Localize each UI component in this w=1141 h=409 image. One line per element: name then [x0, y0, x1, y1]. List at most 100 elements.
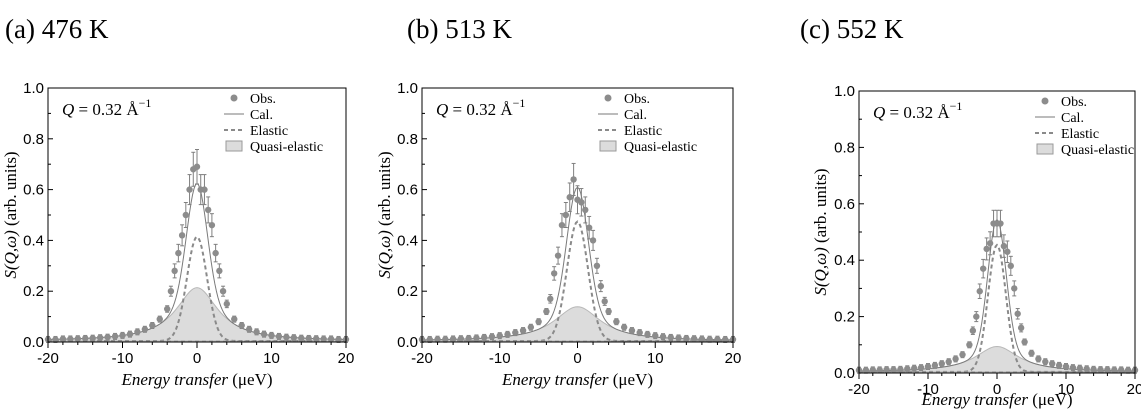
data-point: [945, 358, 952, 366]
x-tick-label: -20: [37, 350, 59, 367]
data-point: [582, 196, 589, 224]
data-point: [976, 283, 983, 299]
x-tick-label: -10: [489, 350, 511, 367]
data-point: [1069, 364, 1077, 372]
legend-label: Cal.: [250, 108, 273, 123]
y-tick-label: 0.8: [834, 139, 855, 156]
data-point: [134, 328, 141, 336]
x-tick-label: 10: [263, 350, 280, 367]
x-tick-label: -20: [411, 350, 433, 367]
data-point: [126, 330, 134, 338]
data-point: [550, 266, 558, 281]
data-point: [208, 213, 216, 238]
x-tick-label: 0: [573, 350, 581, 367]
data-point: [298, 334, 305, 342]
data-point: [268, 331, 275, 339]
legend-label: Cal.: [624, 108, 647, 123]
data-point: [1042, 358, 1049, 366]
x-tick-label: -10: [917, 381, 939, 398]
data-point: [1021, 338, 1028, 346]
data-point: [997, 209, 1004, 238]
y-tick-label: 0.0: [23, 334, 44, 351]
data-point: [952, 355, 959, 363]
y-axis-label: S(Q,ω) (arb. units): [375, 151, 394, 278]
data-point: [74, 335, 82, 343]
data-point: [917, 364, 925, 372]
data-point: [698, 335, 706, 343]
data-point: [1017, 323, 1025, 333]
panel-title: (a) 476 K: [5, 14, 109, 44]
data-point: [1014, 308, 1021, 320]
data-point: [973, 311, 980, 323]
legend-item: Cal.: [224, 108, 273, 123]
data-point: [911, 364, 918, 372]
data-point: [986, 231, 994, 256]
y-tick-label: 0.6: [23, 182, 44, 199]
data-point: [683, 334, 690, 342]
data-point: [193, 148, 201, 185]
legend-label: Elastic: [250, 124, 288, 139]
y-axis-label: S(Q,ω) (arb. units): [1, 151, 20, 278]
data-point: [504, 330, 511, 338]
data-point: [164, 305, 171, 313]
x-axis-label: Energy transfer (μeV): [920, 390, 1072, 409]
legend-item: Quasi-elastic: [225, 140, 323, 155]
data-point: [313, 335, 320, 343]
data-point: [1007, 255, 1014, 276]
data-point: [442, 335, 449, 343]
legend-label: Quasi-elastic: [1061, 143, 1134, 158]
data-point: [601, 296, 608, 306]
data-point: [1104, 366, 1111, 374]
chart-513K: (b) 513 K 0.0 0.2 0.4 0.6 0.8 1.0 -20 -10 0 10 20 En…: [375, 14, 741, 389]
x-axis-label: Energy transfer (μeV): [120, 370, 272, 389]
data-point: [667, 333, 674, 341]
legend-item: Cal.: [1035, 111, 1084, 126]
x-tick-label: 0: [193, 350, 201, 367]
data-point: [644, 330, 651, 338]
legend-label: Elastic: [1061, 127, 1099, 142]
x-tick-label: 10: [647, 350, 664, 367]
data-point: [290, 334, 298, 342]
data-point: [178, 224, 186, 247]
x-tick-label: 20: [338, 350, 355, 367]
data-point: [924, 363, 932, 371]
data-point: [1111, 366, 1118, 374]
data-point: [1004, 240, 1011, 263]
data-point: [216, 263, 223, 279]
legend-label: Obs.: [624, 92, 650, 107]
x-tick-label: 10: [1058, 381, 1075, 398]
q-annotation: Q = 0.32 Å−1: [436, 96, 525, 119]
data-point: [714, 335, 721, 343]
quasi-elastic-area: [47, 287, 347, 342]
data-point: [527, 323, 535, 331]
data-point: [605, 308, 612, 316]
data-point: [305, 334, 312, 342]
data-point: [597, 280, 605, 293]
data-point: [1028, 349, 1035, 357]
y-tick-label: 0.8: [397, 131, 418, 148]
data-point: [481, 333, 488, 341]
data-point: [141, 325, 149, 333]
data-point: [320, 335, 327, 343]
data-point: [182, 202, 190, 228]
plot-frame: [421, 87, 734, 343]
data-point: [554, 246, 562, 265]
legend-label: Obs.: [250, 92, 276, 107]
y-tick-label: 0.2: [23, 283, 44, 300]
data-point: [675, 334, 682, 342]
legend-label: Obs.: [1061, 95, 1087, 110]
y-tick-label: 0.8: [23, 131, 44, 148]
legend-item: Elastic: [224, 124, 288, 139]
data-point: [488, 333, 496, 341]
legend-label: Quasi-elastic: [250, 140, 323, 155]
data-point: [1090, 365, 1097, 373]
x-tick-label: -10: [112, 350, 134, 367]
data-point: [869, 366, 876, 374]
data-point: [496, 332, 503, 340]
x-tick-label: 20: [1127, 381, 1141, 398]
data-point: [465, 334, 472, 342]
data-point: [1000, 234, 1008, 258]
data-point: [201, 174, 208, 206]
data-point: [1118, 366, 1125, 374]
data-point: [1062, 363, 1070, 371]
